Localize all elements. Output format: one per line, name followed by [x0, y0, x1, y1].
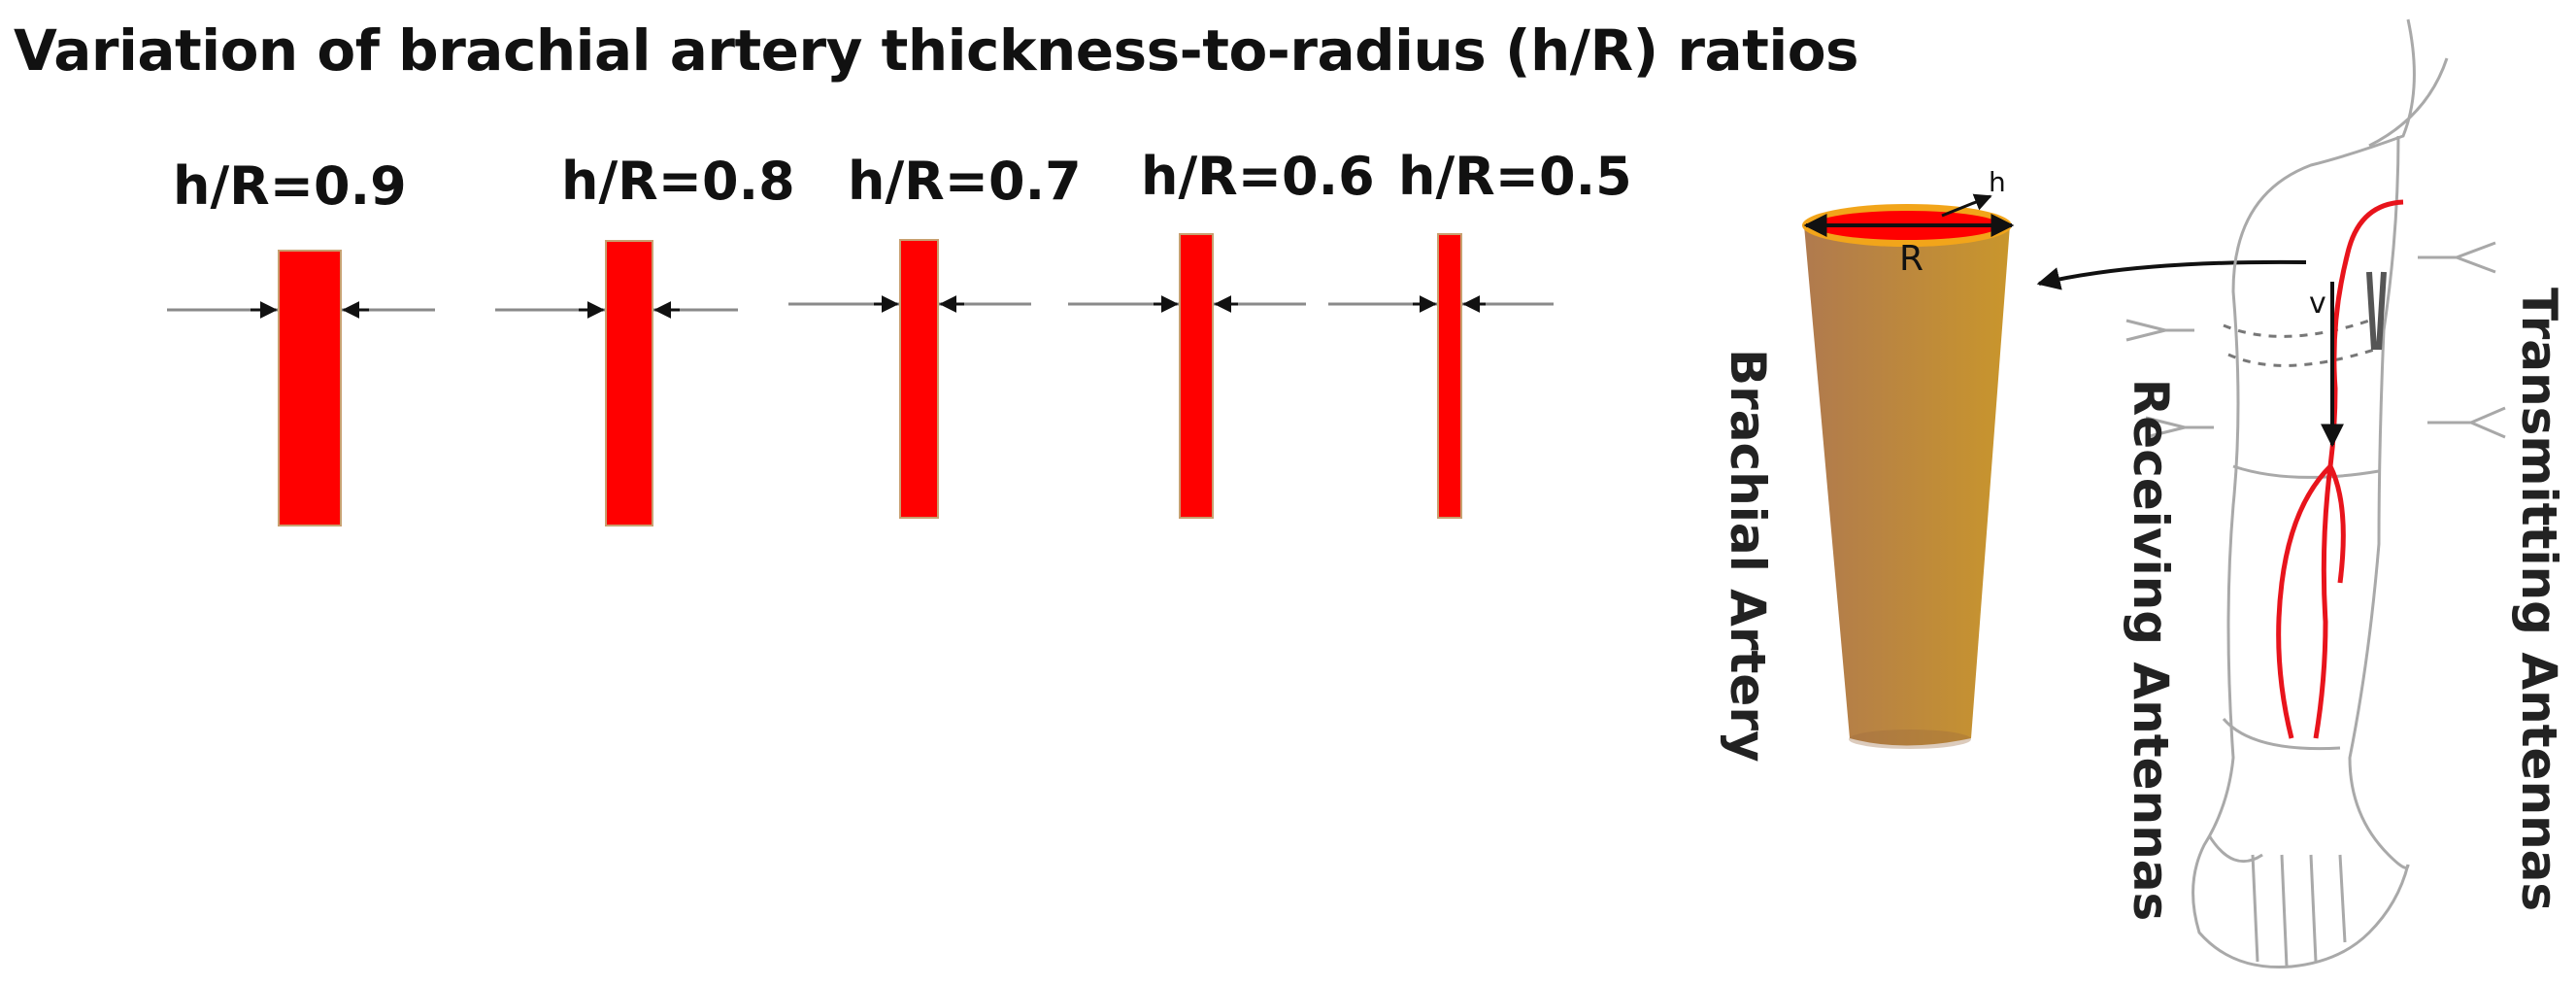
figure-title: Variation of brachial artery thickness-t… [14, 17, 1859, 84]
ratio-label-0.6: h/R=0.6 [1141, 146, 1375, 207]
wall-sample-0.5 [1328, 233, 1554, 519]
ratio-label-0.9: h/R=0.9 [173, 155, 407, 217]
wall-sample-0.7 [788, 239, 1031, 519]
wall-sample-0.6 [1068, 233, 1306, 519]
arm-vessel [2276, 199, 2404, 739]
pointer-arrow [2036, 259, 2307, 290]
radius-label: R [1899, 239, 1924, 279]
ratio-label-0.5: h/R=0.5 [1398, 146, 1632, 207]
ratio-label-0.8: h/R=0.8 [561, 151, 795, 212]
wall-sample-0.8 [495, 240, 738, 526]
receiving-antennas-label: Receiving Antennas [2123, 378, 2179, 922]
thickness-label: h [1989, 166, 2006, 198]
wall-sample-0.9 [167, 250, 435, 526]
transmitting-antennas-label: Transmitting Antennas [2511, 288, 2567, 912]
receiving-antenna-icons [2125, 319, 2214, 439]
arm-illustration [2191, 18, 2449, 969]
velocity-label: v [2309, 287, 2326, 321]
artery-cylinder [1802, 193, 2015, 749]
ratio-label-0.7: h/R=0.7 [848, 151, 1082, 212]
transmitting-antenna-icons [2418, 241, 2506, 439]
brachial-artery-label: Brachial Artery [1720, 349, 1776, 763]
